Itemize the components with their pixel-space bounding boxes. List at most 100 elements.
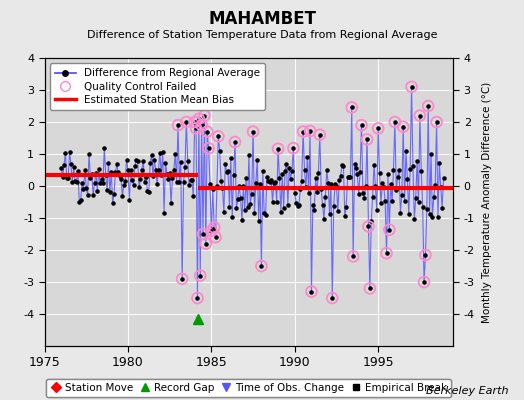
Point — [239, 183, 247, 189]
Point — [299, 128, 307, 135]
Point — [368, 194, 377, 201]
Point — [371, 183, 379, 190]
Point — [206, 181, 214, 187]
Point — [310, 207, 319, 213]
Point — [370, 162, 378, 168]
Point — [304, 190, 313, 196]
Point — [196, 272, 204, 279]
Point — [203, 128, 211, 135]
Point — [125, 197, 134, 203]
Point — [185, 182, 193, 188]
Point — [320, 216, 328, 222]
Point — [147, 152, 156, 158]
Point — [364, 223, 373, 230]
Point — [156, 150, 164, 156]
Point — [287, 176, 295, 182]
Point — [130, 163, 139, 169]
Point — [192, 125, 200, 132]
Point — [391, 119, 399, 125]
Point — [381, 198, 389, 204]
Point — [420, 279, 428, 285]
Point — [399, 124, 407, 130]
Point — [343, 174, 352, 180]
Point — [96, 180, 104, 187]
Point — [272, 199, 281, 206]
Point — [374, 125, 383, 132]
Point — [142, 174, 150, 181]
Point — [117, 176, 125, 182]
Point — [236, 195, 245, 201]
Point — [67, 160, 75, 167]
Point — [138, 167, 146, 173]
Point — [357, 122, 366, 128]
Point — [424, 103, 432, 109]
Point — [66, 149, 74, 155]
Point — [78, 180, 86, 186]
Point — [70, 164, 78, 170]
Point — [267, 177, 275, 184]
Point — [282, 160, 291, 167]
Point — [199, 231, 207, 237]
Point — [392, 187, 400, 193]
Point — [266, 179, 274, 186]
Point — [307, 288, 315, 295]
Point — [161, 160, 170, 166]
Point — [121, 178, 129, 185]
Point — [119, 182, 128, 188]
Point — [126, 167, 135, 173]
Point — [209, 186, 217, 192]
Point — [349, 253, 357, 260]
Point — [192, 125, 200, 132]
Point — [278, 171, 287, 177]
Point — [107, 168, 115, 175]
Point — [111, 169, 119, 175]
Point — [221, 161, 230, 167]
Point — [100, 145, 108, 151]
Point — [118, 193, 127, 199]
Point — [153, 181, 161, 187]
Point — [264, 178, 272, 185]
Point — [104, 160, 113, 166]
Point — [85, 150, 93, 157]
Point — [424, 103, 432, 109]
Point — [75, 199, 83, 206]
Point — [86, 175, 95, 181]
Point — [341, 213, 349, 220]
Point — [171, 150, 179, 157]
Point — [270, 180, 278, 186]
Point — [377, 200, 385, 206]
Point — [367, 218, 375, 224]
Point — [204, 145, 213, 152]
Point — [328, 295, 336, 301]
Point — [423, 206, 431, 212]
Point — [242, 174, 250, 181]
Point — [207, 228, 215, 234]
Point — [170, 166, 178, 173]
Point — [203, 128, 211, 135]
Point — [391, 119, 399, 125]
Point — [181, 164, 189, 171]
Point — [72, 178, 81, 185]
Point — [214, 133, 223, 140]
Point — [435, 160, 443, 167]
Point — [355, 191, 363, 197]
Point — [199, 231, 207, 237]
Point — [115, 173, 124, 180]
Point — [274, 146, 282, 152]
Point — [336, 173, 345, 179]
Point — [228, 214, 236, 220]
Point — [110, 191, 118, 197]
Point — [178, 276, 187, 282]
Point — [405, 211, 413, 217]
Point — [263, 174, 271, 180]
Point — [231, 139, 239, 145]
Point — [330, 203, 338, 209]
Point — [387, 180, 395, 187]
Point — [202, 240, 210, 247]
Point — [345, 174, 353, 180]
Point — [257, 263, 266, 269]
Point — [399, 124, 407, 130]
Point — [259, 168, 267, 174]
Point — [157, 172, 166, 178]
Point — [71, 178, 79, 185]
